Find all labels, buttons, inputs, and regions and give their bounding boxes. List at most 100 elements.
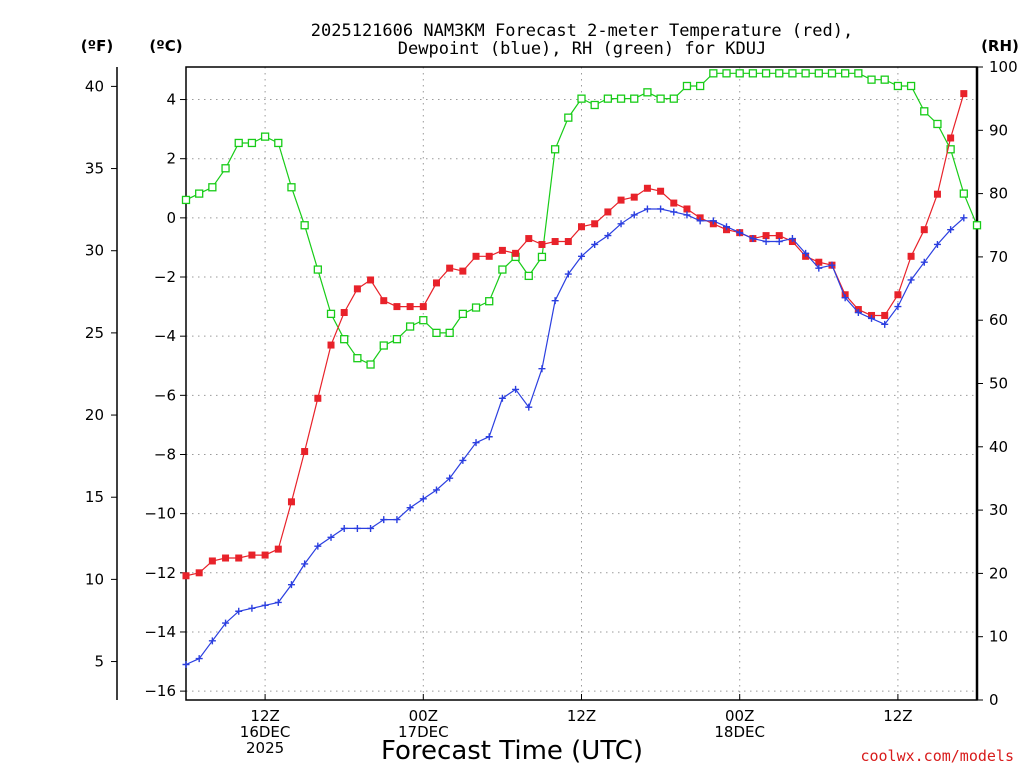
dewpoint-point	[287, 581, 295, 589]
x-tick-label: 12Z	[567, 707, 596, 725]
dewpoint-point	[854, 309, 862, 317]
rh-point	[195, 189, 204, 198]
temperature-point	[907, 252, 915, 260]
rh-point	[300, 221, 309, 230]
temperature-point	[432, 279, 440, 287]
temperature-point	[881, 311, 889, 319]
chart-title-line-1: 2025121606 NAM3KM Forecast 2-meter Tempe…	[311, 21, 853, 41]
temperature-point	[617, 196, 625, 204]
temperature-point	[762, 232, 770, 240]
temperature-point	[485, 252, 493, 260]
dewpoint-point	[947, 226, 955, 234]
celsius-tick-label: −4	[154, 327, 176, 345]
dewpoint-point	[380, 516, 388, 524]
x-tick-label: 17DEC	[398, 723, 449, 741]
rh-point	[485, 297, 494, 306]
temperature-point	[380, 297, 388, 305]
temperature-point	[446, 264, 454, 272]
dewpoint-point	[617, 220, 625, 228]
temperature-line	[185, 93, 965, 577]
temperature-point	[947, 134, 955, 142]
dewpoint-point	[630, 211, 638, 219]
temperature-point	[195, 569, 203, 577]
dewpoint-point	[525, 403, 533, 411]
plot-area	[181, 69, 982, 669]
temperature-point	[670, 199, 678, 207]
rh-point	[854, 69, 863, 78]
dewpoint-point	[446, 474, 454, 482]
fahrenheit-tick-label: 15	[85, 488, 104, 506]
rh-unit-label: (RH)	[981, 37, 1019, 55]
rh-point	[867, 75, 876, 84]
rh-point	[274, 138, 283, 148]
dewpoint-point	[327, 533, 335, 541]
dewpoint-point	[657, 205, 665, 213]
temperature-point	[960, 90, 968, 98]
axis-ticks: −16−14−12−10−8−6−4−202412Z16DEC202500Z17…	[85, 58, 1018, 757]
rh-point	[814, 69, 823, 78]
dewpoint-point	[815, 264, 823, 272]
rh-tick-label: 70	[989, 248, 1008, 266]
series-layer	[181, 69, 982, 669]
dewpoint-point	[340, 524, 348, 532]
x-tick-label: 16DEC	[240, 723, 291, 741]
dewpoint-point	[907, 276, 915, 284]
rh-point	[287, 183, 296, 192]
fahrenheit-tick-label: 35	[85, 160, 104, 178]
rh-tick-label: 10	[989, 628, 1008, 646]
dewpoint-point	[353, 524, 361, 532]
temperature-point	[235, 554, 243, 562]
celsius-tick-label: −14	[144, 623, 176, 641]
temperature-point	[459, 267, 467, 275]
chart-axes	[116, 66, 979, 701]
dewpoint-point	[419, 495, 427, 503]
x-axis-title: Forecast Time (UTC)	[381, 736, 643, 766]
rh-point	[603, 94, 613, 103]
rh-series	[181, 69, 982, 369]
temperature-point	[314, 394, 322, 402]
dewpoint-point	[512, 385, 520, 393]
rh-point	[761, 69, 771, 78]
rh-point	[313, 265, 322, 274]
rh-point	[340, 335, 349, 344]
rh-point	[893, 81, 903, 91]
temperature-point	[630, 193, 638, 201]
dewpoint-point	[670, 208, 678, 216]
temperature-point	[525, 235, 533, 243]
rh-point	[775, 69, 784, 78]
dewpoint-point	[868, 314, 876, 322]
rh-tick-label: 60	[989, 311, 1008, 329]
temperature-point	[538, 240, 546, 248]
dewpoint-point	[261, 601, 269, 609]
temperature-series	[182, 90, 968, 580]
temperature-point	[472, 252, 480, 260]
dewpoint-point	[643, 205, 651, 213]
rh-tick-label: 80	[989, 185, 1008, 203]
rh-point	[405, 322, 415, 331]
temperature-point	[775, 232, 783, 240]
rh-point	[524, 271, 533, 281]
temperature-point	[591, 220, 599, 228]
rh-point	[471, 303, 481, 312]
temperature-point	[274, 545, 282, 553]
temperature-point	[367, 276, 375, 284]
dewpoint-point	[222, 619, 230, 627]
rh-point	[880, 75, 889, 84]
dewpoint-point	[788, 235, 796, 243]
celsius-tick-label: −12	[144, 564, 176, 582]
dewpoint-point	[578, 252, 585, 260]
dewpoint-point	[459, 456, 467, 464]
dewpoint-series	[182, 205, 968, 669]
rh-point	[221, 164, 230, 173]
dewpoint-line	[185, 208, 965, 666]
rh-point	[669, 94, 678, 103]
celsius-tick-label: −8	[154, 445, 176, 463]
rh-point	[616, 94, 626, 103]
x-tick-label: 00Z	[409, 707, 438, 725]
rh-point	[933, 119, 942, 129]
credit-text: coolwx.com/models	[860, 747, 1014, 765]
dewpoint-point	[762, 238, 770, 246]
dewpoint-point	[775, 238, 783, 246]
rh-point	[643, 88, 652, 97]
fahrenheit-tick-label: 10	[85, 570, 104, 588]
